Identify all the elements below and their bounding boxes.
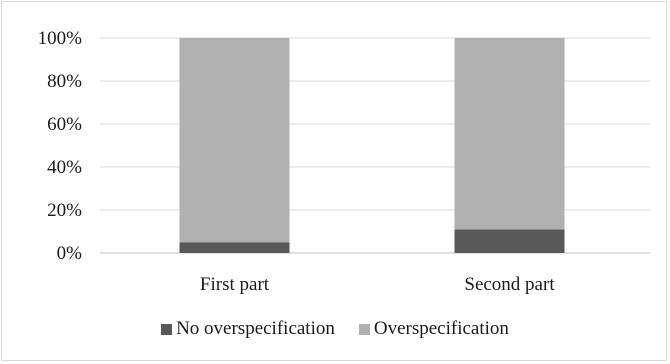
legend-swatch-overspecification bbox=[358, 323, 370, 335]
y-tick-label: 0% bbox=[57, 243, 83, 264]
bars bbox=[179, 38, 565, 253]
y-tick-label: 100% bbox=[38, 28, 83, 49]
y-tick-label: 60% bbox=[47, 114, 82, 135]
legend-item-no-overspecification: No overspecification bbox=[161, 318, 335, 340]
legend-item-overspecification: Overspecification bbox=[358, 318, 509, 340]
x-axis-tick-labels: First part Second part bbox=[200, 274, 555, 295]
legend-label-overspecification: Overspecification bbox=[373, 318, 509, 339]
bar-segment-no-overspecification bbox=[454, 229, 565, 253]
legend-swatch-no-overspecification bbox=[161, 323, 173, 335]
legend-label-no-overspecification: No overspecification bbox=[176, 318, 335, 339]
y-tick-label: 40% bbox=[47, 157, 82, 178]
bar-segment-overspecification bbox=[454, 38, 565, 230]
y-tick-label: 20% bbox=[47, 200, 82, 221]
bar-segment-no-overspecification bbox=[179, 242, 290, 253]
x-tick-label: Second part bbox=[464, 274, 555, 295]
x-tick-label: First part bbox=[200, 274, 270, 295]
legend: No overspecification Overspecification bbox=[0, 318, 670, 340]
y-tick-label: 80% bbox=[47, 71, 82, 92]
bar-segment-overspecification bbox=[179, 38, 290, 243]
y-axis-tick-labels: 0% 20% 40% 60% 80% 100% bbox=[38, 28, 83, 264]
